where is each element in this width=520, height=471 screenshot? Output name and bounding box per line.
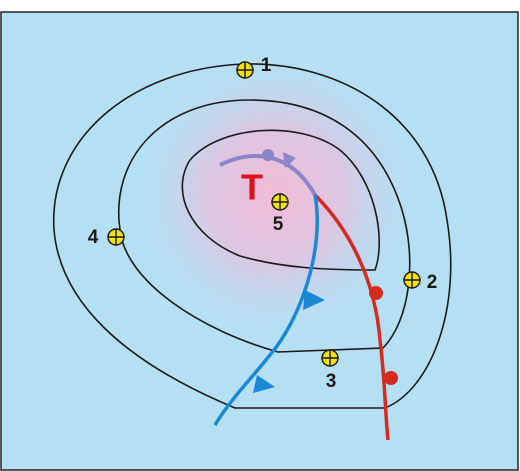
cold-front-symbol [303, 290, 325, 310]
cold-front [213, 194, 319, 426]
station-cross [108, 229, 124, 245]
warm-front-symbol [369, 286, 383, 300]
station-cross [404, 272, 420, 288]
station-label: 4 [88, 227, 99, 248]
warm-front-symbol [384, 371, 398, 385]
station-label: 5 [273, 214, 284, 235]
station-cross [322, 350, 338, 366]
cold-front-symbol [253, 375, 275, 393]
station-label: 1 [261, 55, 272, 76]
middle-isobar [118, 99, 411, 353]
station-cross [237, 62, 253, 78]
station-label: 2 [427, 272, 438, 293]
station-cross [272, 194, 288, 210]
station-label: 3 [326, 371, 337, 392]
occluded-symbol [283, 152, 296, 168]
inner-isobar [181, 129, 381, 271]
low-label: T [241, 167, 263, 208]
occluded-symbol [262, 149, 274, 161]
warm-front [313, 193, 390, 441]
